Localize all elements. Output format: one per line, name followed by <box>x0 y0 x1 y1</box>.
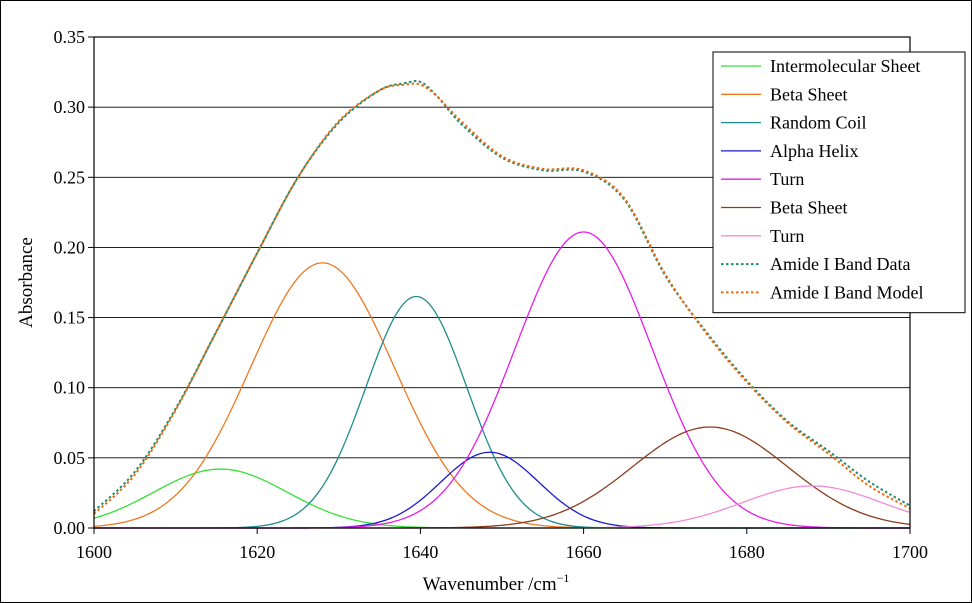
series-line-8 <box>93 82 911 515</box>
legend-box <box>712 51 966 314</box>
x-axis-title: Wavenumber /cm−1 <box>423 571 570 595</box>
y-tick-label: 0.15 <box>54 308 86 328</box>
y-axis-title: Absorbance <box>16 237 37 328</box>
y-tick-label: 0.25 <box>54 167 86 187</box>
legend-label: Amide I Band Model <box>770 282 923 302</box>
y-tick-label: 0.35 <box>54 27 86 47</box>
legend-label: Amide I Band Data <box>770 254 910 274</box>
legend-label: Alpha Helix <box>770 141 858 161</box>
legend-label: Random Coil <box>770 113 867 133</box>
x-tick-label: 1680 <box>729 542 765 562</box>
y-tick-label: 0.05 <box>54 448 86 468</box>
x-tick-label: 1660 <box>566 542 602 562</box>
legend-label: Turn <box>770 226 804 246</box>
legend-label: Turn <box>770 169 804 189</box>
legend-label: Intermolecular Sheet <box>770 56 920 76</box>
y-tick-label: 0.10 <box>54 378 86 398</box>
x-axis-title-superscript: −1 <box>557 571 570 585</box>
x-tick-label: 1640 <box>402 542 438 562</box>
legend-label: Beta Sheet <box>770 84 847 104</box>
y-tick-label: 0.20 <box>54 237 86 257</box>
x-tick-label: 1700 <box>892 542 928 562</box>
x-axis-title-text: Wavenumber /cm <box>423 574 557 595</box>
x-tick-label: 1620 <box>239 542 275 562</box>
legend-label: Beta Sheet <box>770 198 847 218</box>
legend: Intermolecular Sheet Beta Sheet Random Coi… <box>712 51 966 314</box>
y-tick-label: 0.30 <box>54 97 86 117</box>
y-tick-label: 0.00 <box>54 518 86 538</box>
axes: 0.00 0.05 0.10 0.15 0.20 0.25 0.30 0.35 1600 1620… <box>54 27 929 562</box>
x-tick-label: 1600 <box>76 542 112 562</box>
